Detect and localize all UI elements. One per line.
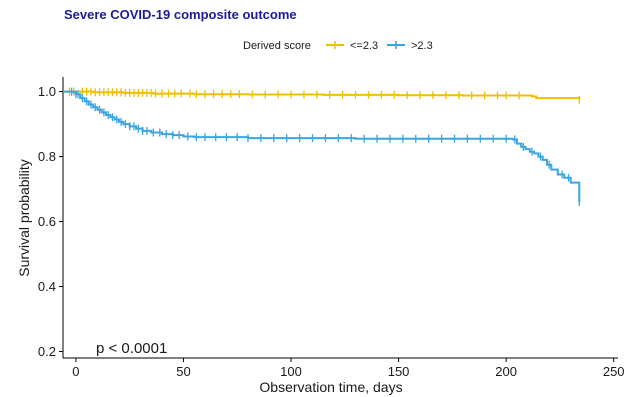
series-high-score xyxy=(63,87,581,207)
y-tick-label: 0.4 xyxy=(38,279,56,294)
x-tick-label: 200 xyxy=(495,364,517,379)
x-tick-label: 250 xyxy=(603,364,625,379)
y-tick-label: 0.2 xyxy=(38,344,56,359)
x-tick-label: 0 xyxy=(72,364,79,379)
y-axis-title: Survival probability xyxy=(16,159,32,277)
chart-title: Severe COVID-19 composite outcome xyxy=(64,7,297,22)
series-low-score xyxy=(63,87,581,104)
legend-title: Derived score xyxy=(243,40,311,52)
x-tick-label: 100 xyxy=(280,364,302,379)
legend-label-low: <=2.3 xyxy=(350,40,378,52)
survival-curve xyxy=(63,90,581,203)
p-value-annotation: p < 0.0001 xyxy=(96,340,167,357)
survival-curve xyxy=(63,90,581,100)
legend: Derived score <=2.3 >2.3 xyxy=(243,40,433,52)
x-axis-title: Observation time, days xyxy=(259,379,402,395)
x-tick-label: 50 xyxy=(176,364,190,379)
x-tick-label: 150 xyxy=(388,364,410,379)
y-tick-label: 0.8 xyxy=(38,149,56,164)
y-tick-label: 0.6 xyxy=(38,214,56,229)
y-tick-label: 1.0 xyxy=(38,84,56,99)
x-ticks: 0 50 100 150 200 250 xyxy=(72,358,625,379)
y-ticks: 0.2 0.4 0.6 0.8 1.0 xyxy=(38,84,63,359)
series-layer xyxy=(63,87,581,207)
legend-label-high: >2.3 xyxy=(411,40,433,52)
